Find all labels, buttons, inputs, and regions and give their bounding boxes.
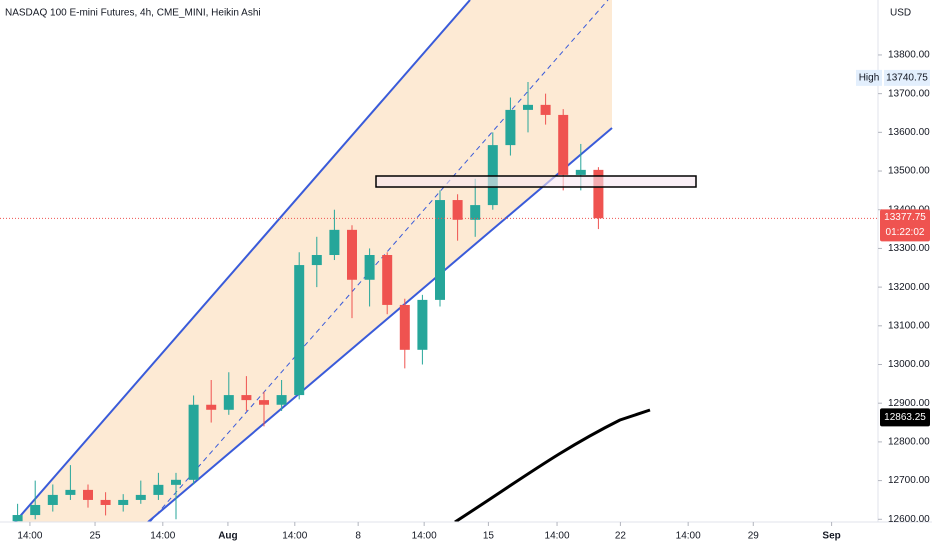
x-tick-label: 8 [355, 531, 361, 542]
channel-upper [14, 0, 471, 522]
candle-body [65, 489, 76, 495]
candle-body [540, 104, 551, 115]
y-tick-label: 12900.00 [888, 398, 930, 409]
candle-body [417, 299, 428, 350]
indicator-label: 12863.25 [884, 412, 926, 423]
candle-body [223, 395, 234, 410]
last-price-label: 13377.75 [884, 212, 926, 223]
y-tick-label: 13100.00 [888, 320, 930, 331]
y-tick-label: 13600.00 [888, 127, 930, 138]
chart-title: NASDAQ 100 E-mini Futures, 4h, CME_MINI,… [5, 8, 261, 19]
candle-body [399, 304, 410, 350]
candle-body [276, 395, 287, 405]
candle-body [118, 499, 129, 505]
x-tick-label: Aug [218, 531, 237, 542]
y-tick-label: 13200.00 [888, 282, 930, 293]
candle-body [311, 255, 322, 266]
high-tag: High [859, 73, 880, 84]
candle-body [259, 400, 269, 405]
y-tick-label: 13700.00 [888, 88, 930, 99]
candle-body [241, 395, 252, 401]
y-tick-label: 12700.00 [888, 475, 930, 486]
candle-body [100, 499, 111, 505]
x-tick-label: 25 [89, 531, 101, 542]
indicator-box [880, 408, 930, 427]
candle-body [452, 200, 463, 220]
candle-body [83, 489, 93, 500]
x-tick-label: 14:00 [282, 531, 307, 542]
x-tick-label: 22 [615, 531, 627, 542]
y-tick-label: 13500.00 [888, 166, 930, 177]
moving-average [454, 408, 651, 522]
candle-body [505, 109, 516, 146]
y-tick-label: 12800.00 [888, 437, 930, 448]
drawings [14, 0, 651, 522]
y-tick-label: 12600.00 [888, 514, 930, 525]
x-tick-label: 14:00 [150, 531, 175, 542]
x-tick-label: 15 [483, 531, 495, 542]
candle-body [30, 504, 41, 516]
candle-body [329, 229, 340, 256]
candle-body [558, 114, 569, 175]
candle-body [487, 145, 498, 206]
x-tick-label: 14:00 [412, 531, 437, 542]
candle-body [364, 255, 375, 280]
candle-body [47, 494, 58, 505]
x-tick-label: 14:00 [17, 531, 42, 542]
candle-body [135, 494, 146, 500]
x-tick-label: Sep [822, 531, 840, 542]
x-tick-label: 14:00 [545, 531, 570, 542]
channel-lower [147, 127, 613, 522]
candle-body [171, 479, 181, 485]
candle-body [12, 515, 23, 522]
y-tick-label: 13000.00 [888, 359, 930, 370]
x-tick-label: 14:00 [676, 531, 701, 542]
x-tick-label: 29 [748, 531, 760, 542]
candle-body [470, 205, 481, 220]
candle-body [294, 265, 305, 396]
candle-body [523, 104, 533, 110]
y-tick-label: 13800.00 [888, 50, 930, 61]
candle-body [347, 229, 357, 280]
candles [12, 82, 604, 522]
channel-median [149, 0, 609, 522]
candle-body [206, 404, 217, 410]
candle-body [382, 255, 393, 305]
high-value-box [884, 69, 930, 86]
zone-box [375, 175, 697, 188]
candle-body [593, 169, 604, 219]
high-tag-box [856, 69, 882, 86]
y-tick-label: 13300.00 [888, 243, 930, 254]
candle-body [435, 200, 445, 300]
currency-label: USD [890, 8, 911, 19]
candle-body [153, 484, 164, 495]
high-value-label: 13740.75 [886, 73, 928, 84]
last-price-box [880, 209, 930, 242]
candle-body [575, 169, 586, 175]
candle-body [188, 404, 199, 480]
countdown-label: 01:22:02 [886, 227, 925, 238]
